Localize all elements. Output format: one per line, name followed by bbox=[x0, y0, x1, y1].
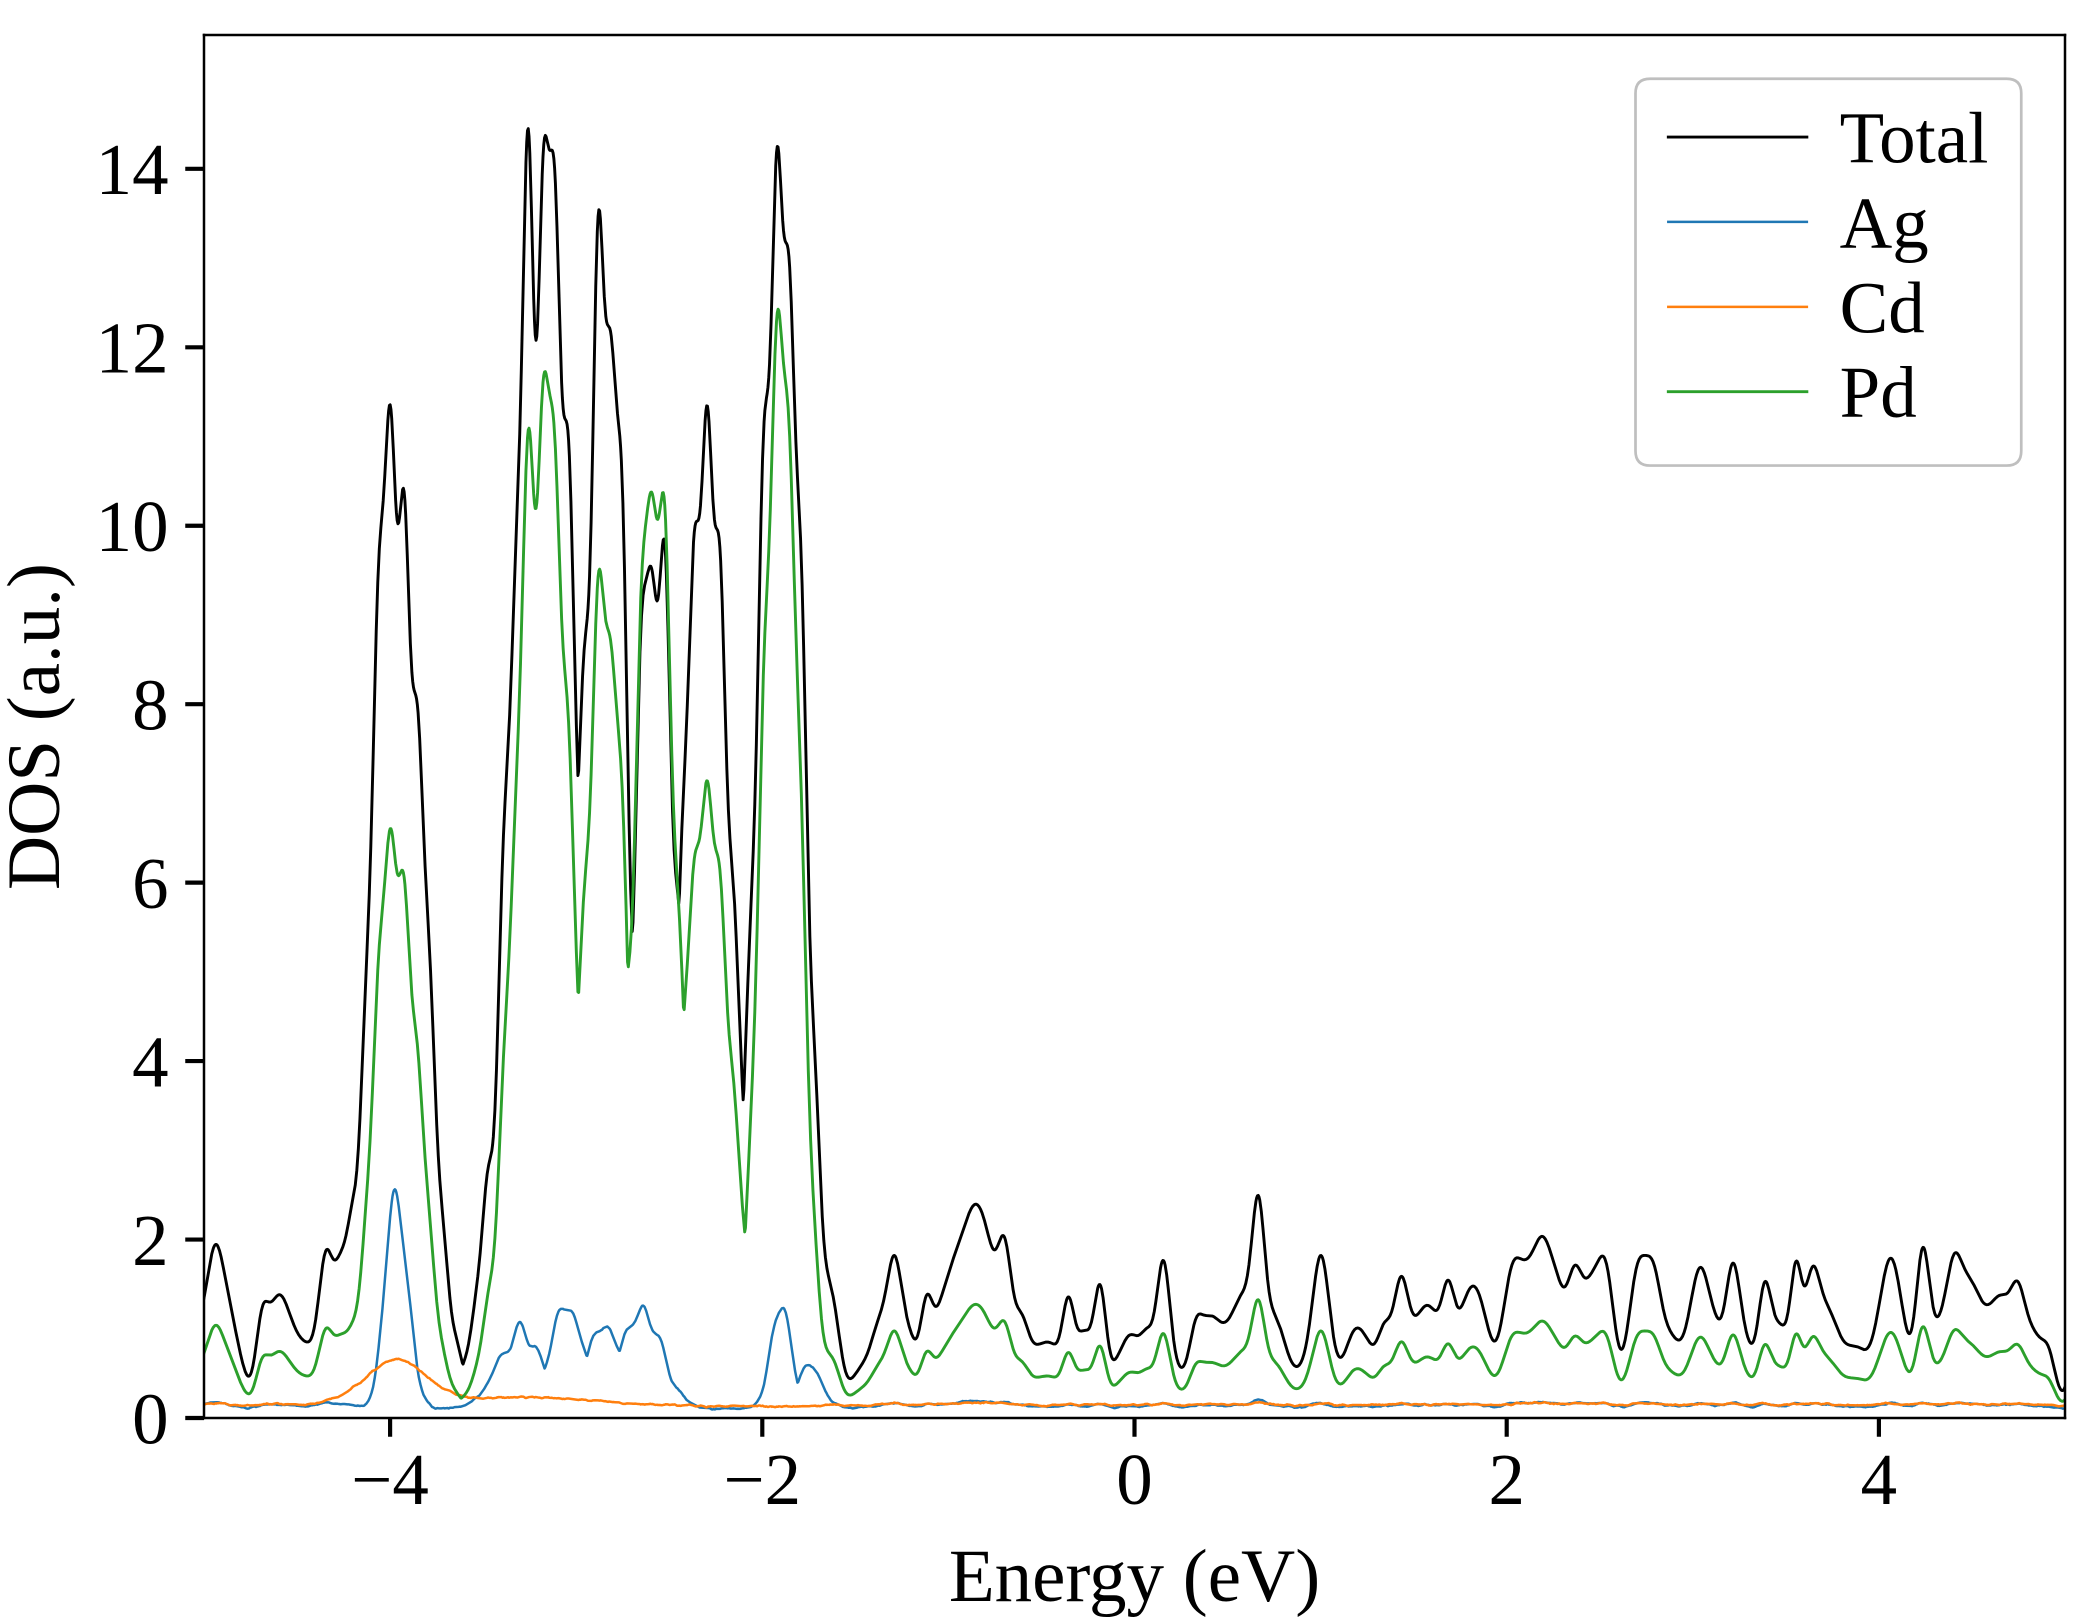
svg-text:14: 14 bbox=[96, 129, 169, 210]
svg-text:Pd: Pd bbox=[1840, 352, 1917, 433]
svg-text:−2: −2 bbox=[724, 1439, 802, 1520]
svg-text:Cd: Cd bbox=[1840, 267, 1925, 348]
svg-text:4: 4 bbox=[132, 1021, 168, 1102]
svg-text:Energy (eV): Energy (eV) bbox=[949, 1535, 1320, 1617]
svg-text:4: 4 bbox=[1861, 1439, 1897, 1520]
svg-text:0: 0 bbox=[1116, 1439, 1152, 1520]
svg-text:2: 2 bbox=[132, 1200, 168, 1281]
svg-text:DOS (a.u.): DOS (a.u.) bbox=[0, 563, 76, 890]
svg-text:6: 6 bbox=[132, 843, 168, 924]
svg-text:2: 2 bbox=[1488, 1439, 1524, 1520]
svg-text:12: 12 bbox=[96, 308, 169, 389]
svg-text:Ag: Ag bbox=[1840, 182, 1929, 263]
svg-text:8: 8 bbox=[132, 664, 168, 745]
svg-text:−4: −4 bbox=[351, 1439, 429, 1520]
svg-text:Total: Total bbox=[1840, 98, 1989, 179]
svg-text:0: 0 bbox=[132, 1378, 168, 1459]
svg-text:10: 10 bbox=[96, 486, 169, 567]
